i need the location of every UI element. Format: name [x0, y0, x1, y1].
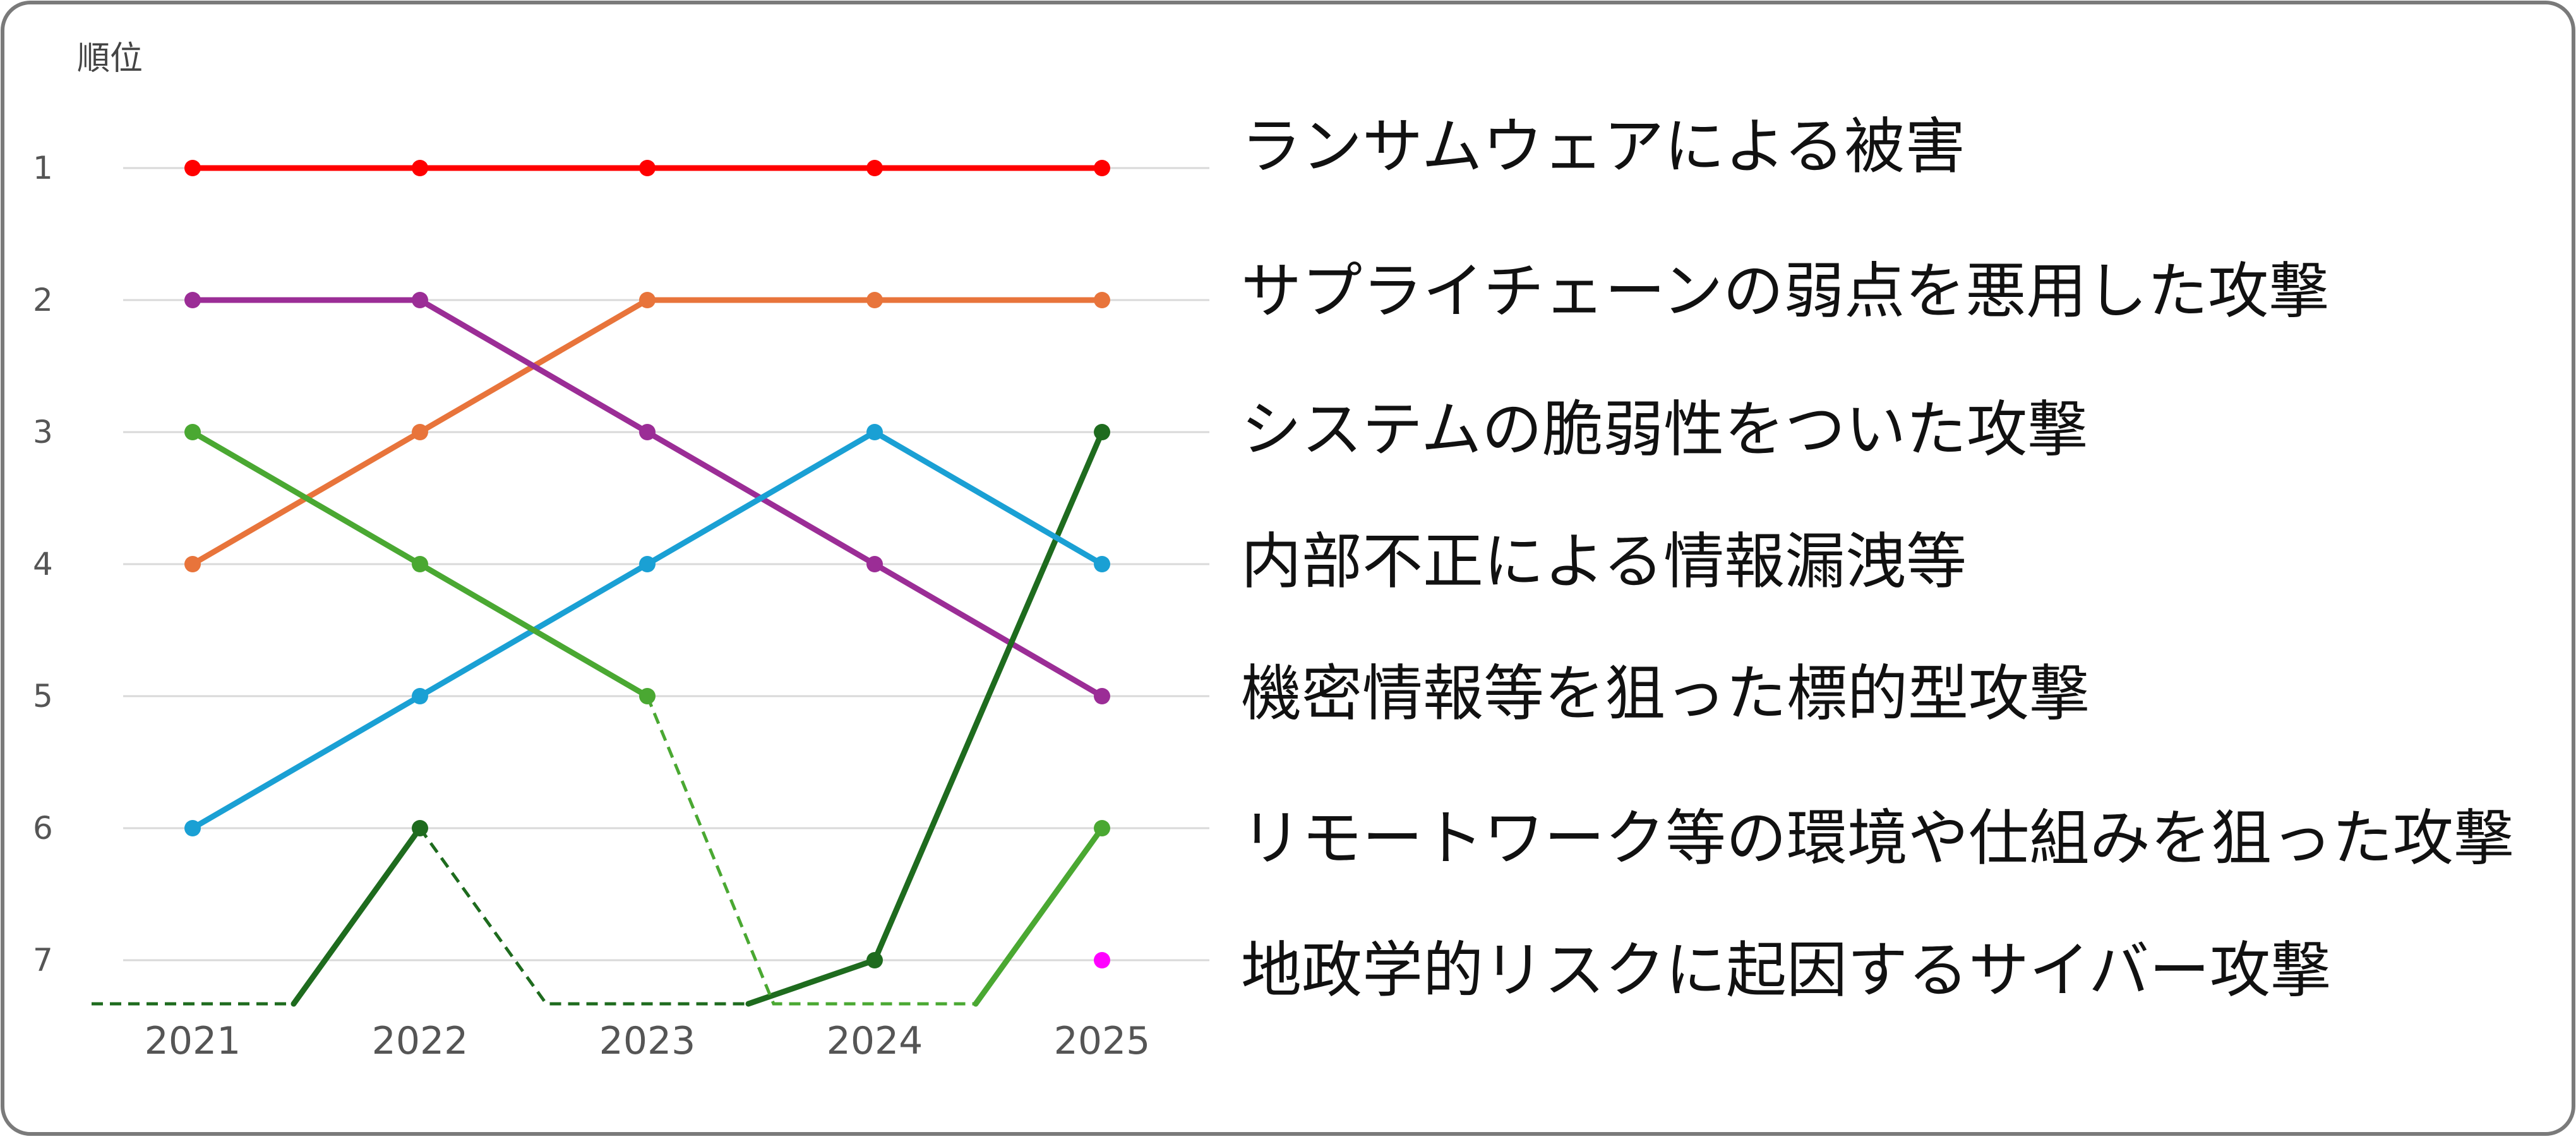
series-6 — [184, 424, 1110, 1007]
series-3-return-0 — [291, 825, 423, 1007]
series-7 — [1094, 952, 1110, 968]
y-tick-label-4: 4 — [33, 546, 53, 582]
series-2-point-2024 — [866, 292, 883, 308]
series-6-point-2023 — [639, 688, 656, 704]
series-6-point-2022 — [412, 556, 428, 572]
series-7-point-2025 — [1094, 952, 1110, 968]
series-4-segment-3 — [872, 429, 1105, 567]
legend-item-1: ランサムウェアによる被害 — [1241, 111, 1965, 182]
series-5-point-2022 — [412, 292, 428, 308]
series-1 — [184, 160, 1110, 176]
series-2-point-2022 — [412, 424, 428, 440]
series-3-point-2022 — [412, 820, 428, 836]
series-6-segment-0 — [189, 429, 423, 567]
series-2-point-2023 — [639, 292, 656, 308]
series-6-point-2021 — [184, 424, 201, 440]
series-4-point-2023 — [639, 556, 656, 572]
series-5-segment-3 — [872, 561, 1105, 699]
series-group — [92, 160, 1110, 1007]
series-2-point-2025 — [1094, 292, 1110, 308]
series-1-point-2023 — [639, 160, 656, 176]
series-4-segment-0 — [189, 693, 423, 831]
series-3 — [92, 424, 1110, 1007]
legend-item-7: 地政学的リスクに起因するサイバー攻撃 — [1241, 935, 2331, 1006]
y-tick-label-6: 6 — [33, 810, 53, 847]
x-tick-label-2024: 2024 — [827, 1019, 923, 1063]
legend-item-2: サプライチェーンの弱点を悪用した攻撃 — [1241, 256, 2329, 327]
x-tick-label-2022: 2022 — [372, 1019, 469, 1063]
series-3-segment-3 — [872, 429, 1105, 963]
series-6-dash-3 — [645, 696, 976, 1006]
y-tick-label-7: 7 — [33, 942, 53, 979]
legend-item-6: リモートワーク等の環境や仕組みを狙った攻撃 — [1241, 803, 2514, 874]
x-axis-ticks: 2021 2022 2023 2024 2025 — [145, 1019, 1151, 1063]
x-tick-label-2025: 2025 — [1054, 1019, 1151, 1063]
y-axis-ticks: 1 2 3 4 5 6 7 — [33, 150, 53, 979]
series-4-point-2024 — [866, 424, 883, 440]
y-axis-label: 順位 — [77, 40, 143, 78]
legend-item-5: 機密情報等を狙った標的型攻撃 — [1241, 658, 2090, 729]
series-3-return-2 — [745, 957, 878, 1007]
series-3-dash-2 — [418, 827, 748, 1006]
series-5-point-2025 — [1094, 688, 1110, 704]
legend-item-4: 内部不正による情報漏洩等 — [1241, 526, 1967, 597]
series-6-point-2025 — [1094, 820, 1110, 836]
legend: ランサムウェアによる被害サプライチェーンの弱点を悪用した攻撃システムの脆弱性をつ… — [1241, 111, 2514, 1006]
series-3-point-2024 — [866, 952, 883, 968]
y-tick-label-5: 5 — [33, 678, 53, 714]
series-5-segment-1 — [417, 297, 650, 435]
series-5-point-2021 — [184, 292, 201, 308]
x-tick-label-2023: 2023 — [599, 1019, 696, 1063]
series-1-point-2024 — [866, 160, 883, 176]
y-tick-label-1: 1 — [33, 150, 53, 186]
series-1-point-2025 — [1094, 160, 1110, 176]
series-5-point-2024 — [866, 556, 883, 572]
series-4-point-2025 — [1094, 556, 1110, 572]
series-6-segment-1 — [417, 561, 650, 699]
series-6-return-3 — [973, 825, 1105, 1007]
series-5-point-2023 — [639, 424, 656, 440]
series-1-point-2021 — [184, 160, 201, 176]
series-3-point-2025 — [1094, 424, 1110, 440]
x-tick-label-2021: 2021 — [145, 1019, 241, 1063]
series-4-point-2022 — [412, 688, 428, 704]
series-4-segment-2 — [644, 429, 878, 567]
y-tick-label-2: 2 — [33, 282, 53, 318]
series-4-point-2021 — [184, 820, 201, 836]
series-1-point-2022 — [412, 160, 428, 176]
y-tick-label-3: 3 — [33, 414, 53, 450]
legend-item-3: システムの脆弱性をついた攻撃 — [1241, 394, 2088, 465]
series-2-point-2021 — [184, 556, 201, 572]
